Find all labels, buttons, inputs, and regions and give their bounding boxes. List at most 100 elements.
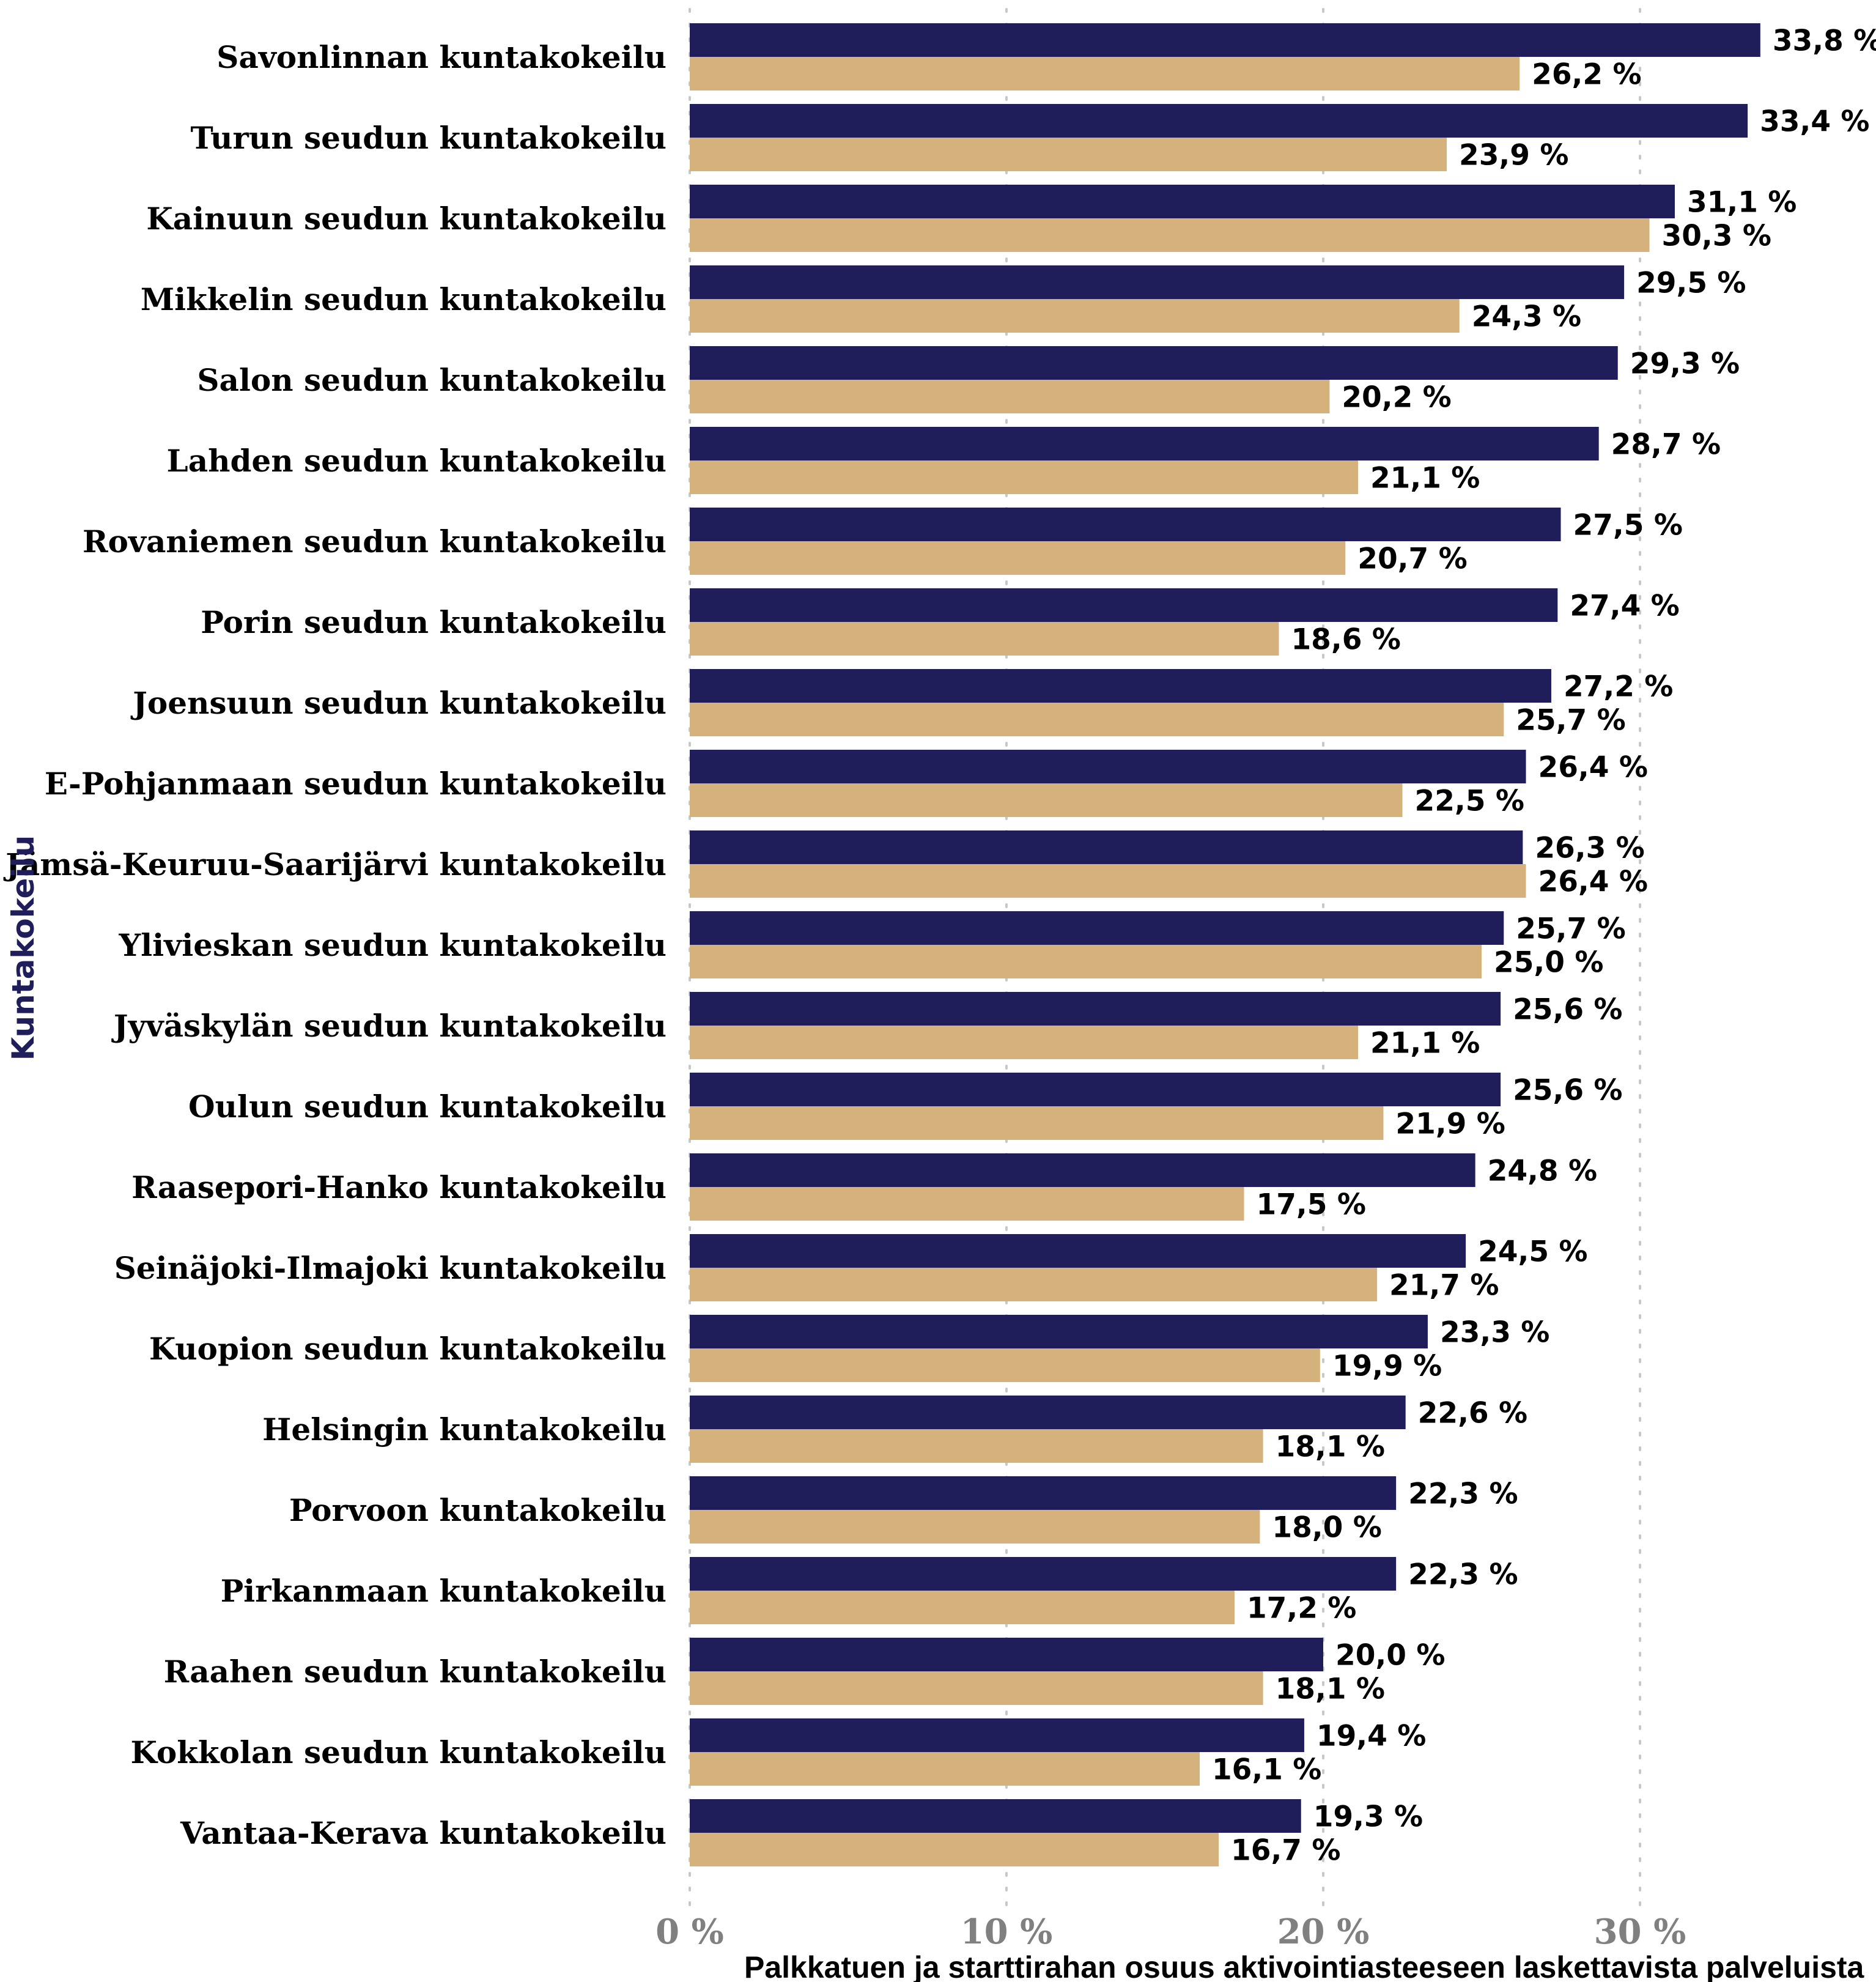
bar-series-2 xyxy=(690,1348,1320,1382)
value-label: 22,3 % xyxy=(1408,1477,1518,1511)
value-label: 24,5 % xyxy=(1478,1235,1587,1269)
category-label: Ylivieskan seudun kuntakokeilu xyxy=(118,927,667,963)
value-label: 23,3 % xyxy=(1440,1316,1549,1350)
category-label: Rovaniemen seudun kuntakokeilu xyxy=(83,523,667,560)
bar-series-1 xyxy=(690,1799,1301,1833)
bar-series-2 xyxy=(690,945,1482,978)
bar-series-2 xyxy=(690,218,1650,252)
bar-series-1 xyxy=(690,830,1523,864)
bar-series-2 xyxy=(690,57,1520,91)
value-label: 18,1 % xyxy=(1276,1430,1385,1464)
category-label: Lahden seudun kuntakokeilu xyxy=(167,443,667,479)
bar-series-1 xyxy=(690,1718,1304,1752)
bars xyxy=(690,23,1760,1866)
bar-series-2 xyxy=(690,703,1504,736)
value-label: 29,3 % xyxy=(1630,347,1740,381)
value-label: 30,3 % xyxy=(1662,220,1771,253)
value-label: 19,3 % xyxy=(1313,1800,1423,1834)
category-label: Jämsä-Keuruu-Saarijärvi kuntakokeilu xyxy=(3,846,667,882)
bar-series-1 xyxy=(690,508,1561,541)
category-label: Porin seudun kuntakokeilu xyxy=(201,604,667,640)
bar-series-2 xyxy=(690,783,1403,817)
value-labels: 33,8 % 26,2 % 33,4 % 23,9 % 31,1 %30,3 % 29,5… xyxy=(1212,24,1876,1868)
value-label: 25,6 % xyxy=(1513,993,1622,1027)
bar-series-1 xyxy=(690,669,1551,703)
category-label: Porvoon kuntakokeilu xyxy=(289,1492,667,1528)
value-label: 26,3 % xyxy=(1535,832,1644,865)
value-label: 19,4 % xyxy=(1317,1720,1426,1753)
value-label: 24,8 % xyxy=(1488,1155,1597,1188)
value-label: 27,4 % xyxy=(1570,590,1679,623)
category-label: Turun seudun kuntakokeilu xyxy=(191,120,667,156)
y-axis-title: Kuntakokeilu xyxy=(6,835,41,1061)
value-label: 26,4 % xyxy=(1538,751,1648,785)
value-label: 17,2 % xyxy=(1247,1592,1356,1625)
value-label: 25,6 % xyxy=(1513,1074,1622,1107)
bar-series-1 xyxy=(690,1315,1428,1348)
bar-series-1 xyxy=(690,750,1526,783)
bar-series-1 xyxy=(690,104,1748,138)
bar-series-1 xyxy=(690,427,1599,460)
category-label: Raasepori-Hanko kuntakokeilu xyxy=(131,1169,667,1205)
value-label: 25,0 % xyxy=(1494,946,1603,980)
category-label: Savonlinnan kuntakokeilu xyxy=(216,39,667,75)
category-label: Kokkolan seudun kuntakokeilu xyxy=(130,1734,667,1770)
bar-series-2 xyxy=(690,1268,1378,1301)
value-label: 21,9 % xyxy=(1395,1107,1505,1141)
value-label: 22,6 % xyxy=(1418,1397,1527,1430)
bar-series-1 xyxy=(690,1396,1406,1429)
bar-series-1 xyxy=(690,346,1618,380)
bar-series-1 xyxy=(690,1638,1323,1671)
bar-series-2 xyxy=(690,1833,1219,1866)
value-label: 17,5 % xyxy=(1257,1188,1366,1222)
category-labels: Savonlinnan kuntakokeilu Turun seudun kun… xyxy=(3,39,667,1851)
bar-series-2 xyxy=(690,622,1279,656)
bar-series-2 xyxy=(690,380,1330,413)
value-label: 24,3 % xyxy=(1472,300,1581,334)
value-label: 25,7 % xyxy=(1516,704,1625,738)
x-tick-label: 20 % xyxy=(1277,1912,1370,1952)
value-label: 16,7 % xyxy=(1231,1834,1340,1868)
value-label: 20,2 % xyxy=(1342,381,1451,415)
value-label: 18,6 % xyxy=(1291,623,1400,657)
value-label: 19,9 % xyxy=(1332,1350,1442,1383)
bar-series-2 xyxy=(690,1752,1200,1786)
x-axis-ticks: 0 % 10 % 20 % 30 % xyxy=(655,1912,1686,1952)
category-label: Helsingin kuntakokeilu xyxy=(262,1411,667,1448)
x-tick-label: 0 % xyxy=(655,1912,724,1952)
bar-series-2 xyxy=(690,1026,1358,1059)
category-label: Seinäjoki-Ilmajoki kuntakokeilu xyxy=(114,1250,667,1286)
bar-series-1 xyxy=(690,1476,1397,1510)
category-label: Oulun seudun kuntakokeilu xyxy=(188,1089,667,1125)
bar-series-2 xyxy=(690,864,1526,898)
value-label: 20,0 % xyxy=(1335,1639,1445,1673)
category-label: Jyväskylän seudun kuntakokeilu xyxy=(111,1008,667,1044)
bar-series-1 xyxy=(690,1153,1475,1187)
value-label: 27,5 % xyxy=(1573,509,1683,542)
value-label: 26,2 % xyxy=(1532,58,1641,92)
x-tick-label: 10 % xyxy=(961,1912,1053,1952)
value-label: 27,2 % xyxy=(1564,670,1673,704)
x-axis-title: Palkkatuen ja starttirahan osuus aktivoi… xyxy=(744,1950,1865,1982)
category-label: Salon seudun kuntakokeilu xyxy=(197,362,667,398)
bar-series-2 xyxy=(690,1510,1260,1544)
value-label: 31,1 % xyxy=(1687,186,1797,220)
category-label: Vantaa-Kerava kuntakokeilu xyxy=(180,1815,667,1851)
value-label: 23,9 % xyxy=(1459,139,1568,172)
bar-series-1 xyxy=(690,265,1625,299)
value-label: 20,7 % xyxy=(1357,542,1467,576)
bar-series-2 xyxy=(690,1187,1244,1221)
bar-series-1 xyxy=(690,1073,1501,1106)
value-label: 33,4 % xyxy=(1760,105,1869,139)
bar-series-2 xyxy=(690,1591,1235,1624)
category-label: Kuopion seudun kuntakokeilu xyxy=(149,1331,667,1367)
value-label: 21,1 % xyxy=(1370,462,1480,495)
value-label: 25,7 % xyxy=(1516,912,1625,946)
category-label: Pirkanmaan kuntakokeilu xyxy=(221,1573,667,1609)
value-label: 16,1 % xyxy=(1212,1753,1321,1787)
value-label: 26,4 % xyxy=(1538,865,1648,899)
value-label: 21,1 % xyxy=(1370,1027,1480,1060)
category-label: Raahen seudun kuntakokeilu xyxy=(164,1654,667,1690)
bar-series-1 xyxy=(690,185,1675,218)
